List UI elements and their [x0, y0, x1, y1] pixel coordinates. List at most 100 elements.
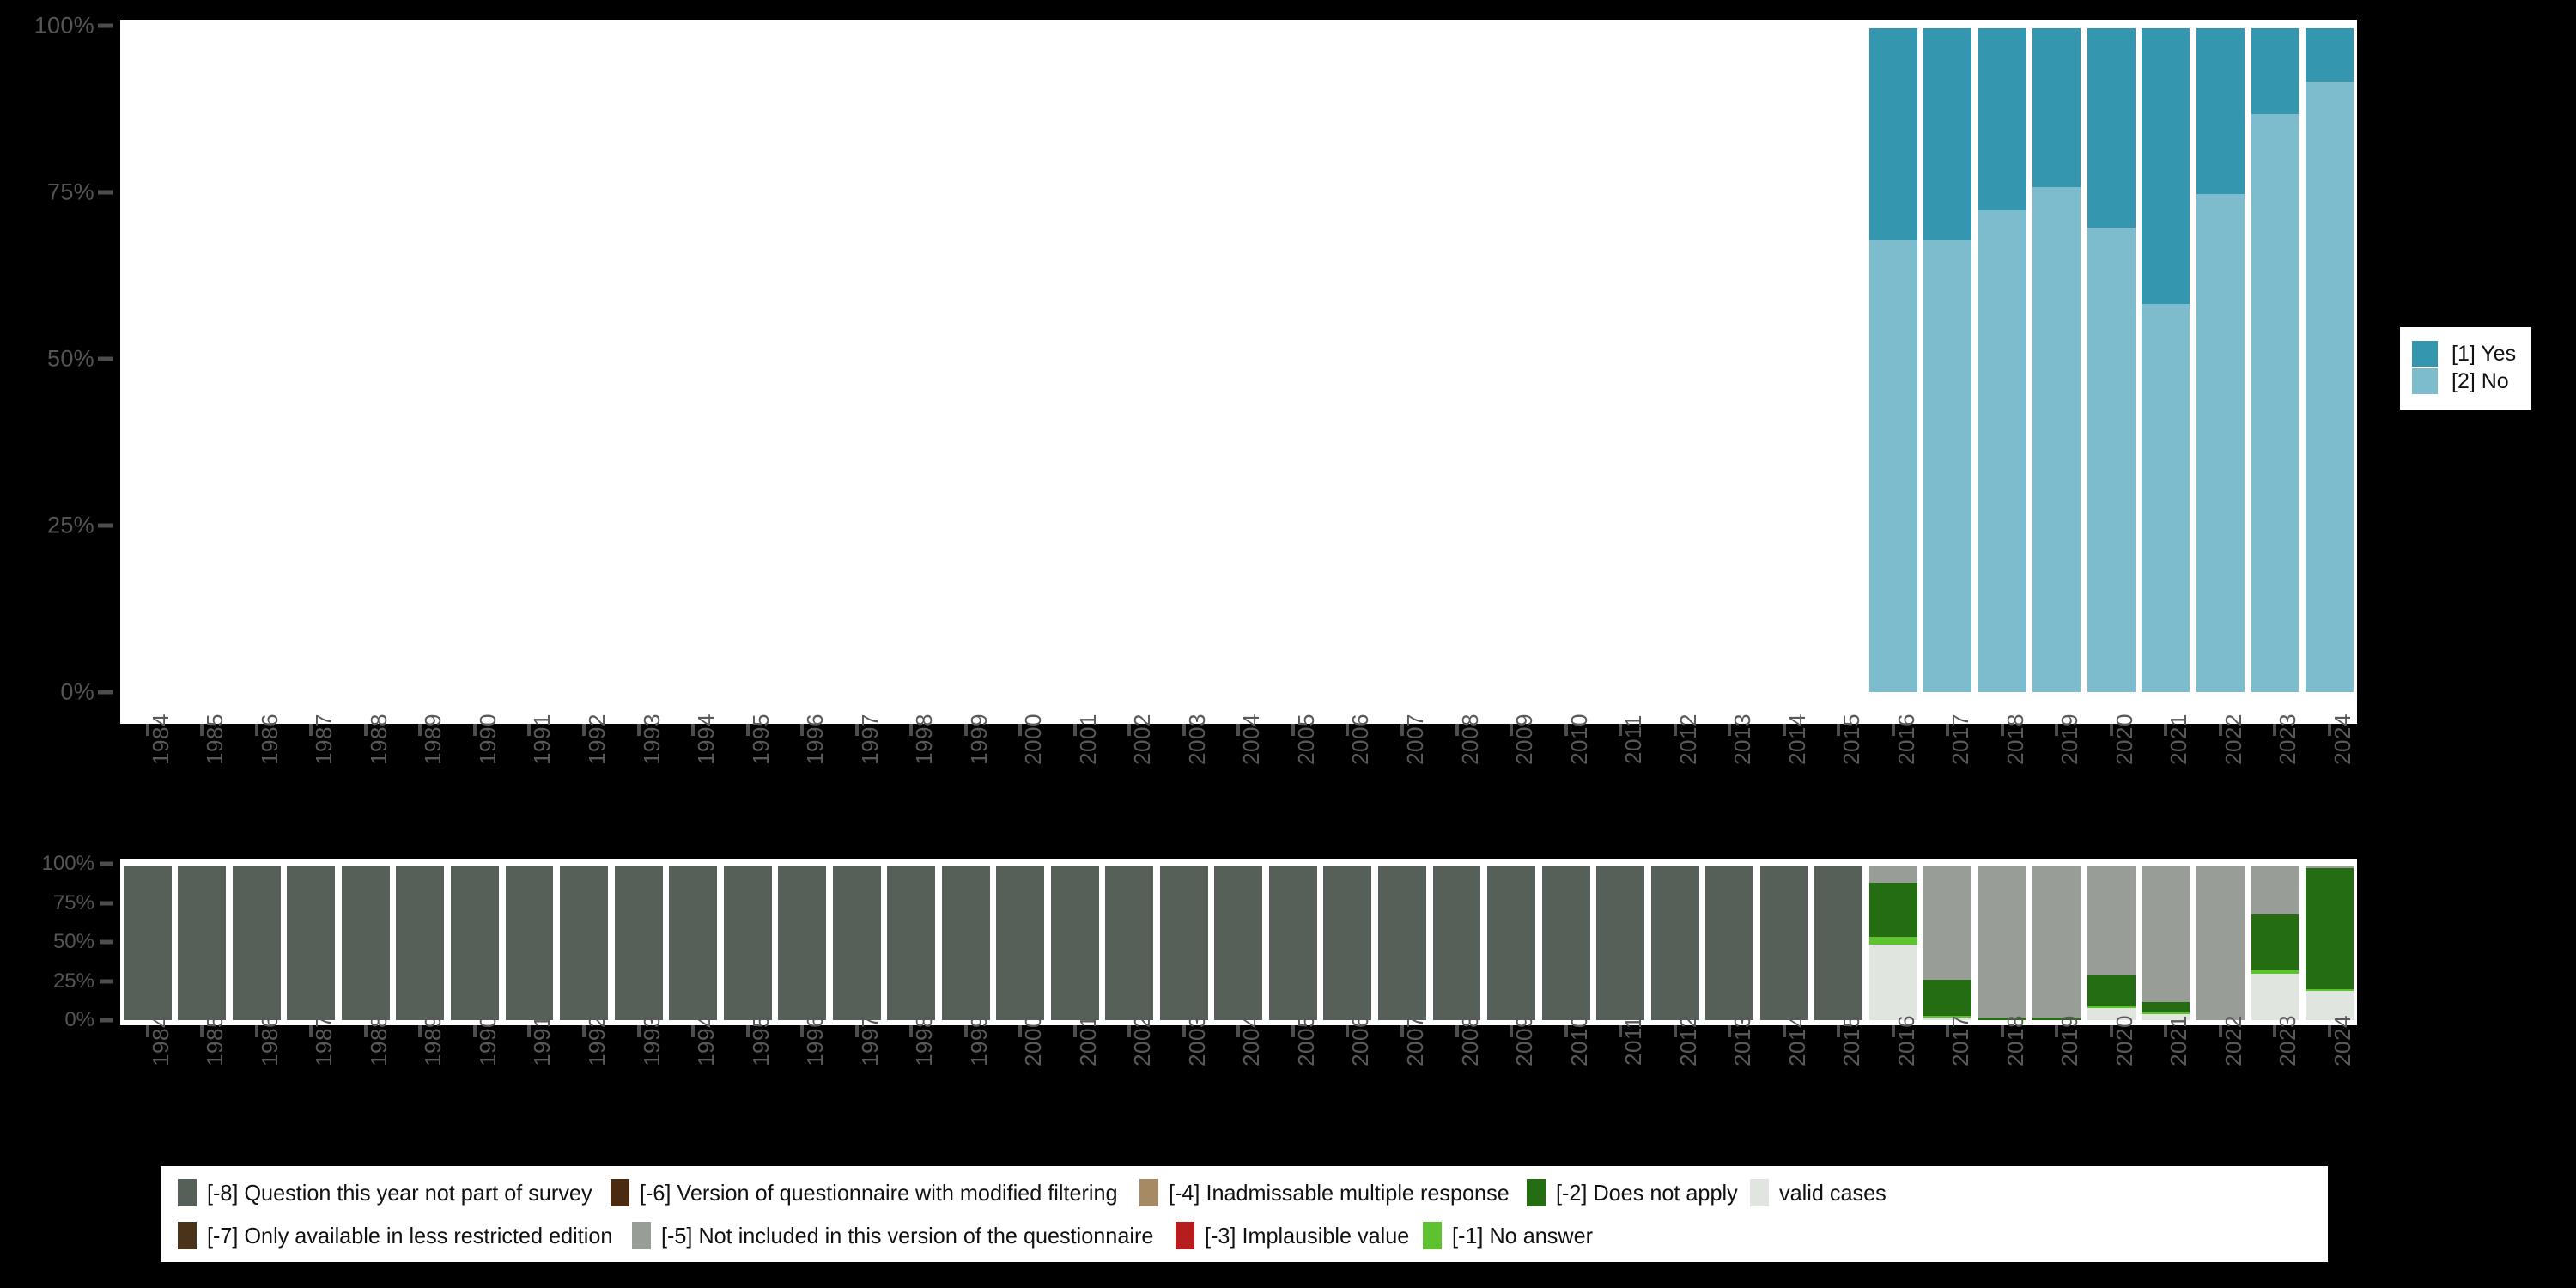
upper-chart-x-cell: 2012 [1648, 714, 1703, 853]
lower-bar-stack [1759, 865, 1808, 1021]
lower-bar-slot [1103, 859, 1157, 1025]
upper-y-tick-label: 0% [60, 678, 94, 705]
lower-bar-segment [1759, 865, 1808, 1021]
upper-chart-x-cell: 2010 [1539, 714, 1594, 853]
lower-chart-x-cell: 2006 [1321, 1015, 1376, 1154]
lower-chart-x-tick-label: 1995 [747, 1015, 774, 1066]
lower-chart-x-tick-mark [854, 1025, 859, 1037]
lower-bar-stack [723, 865, 772, 1021]
lower-bar-segment [2251, 914, 2300, 971]
lower-bar-stack [1978, 865, 2026, 1021]
upper-chart-x-cell: 1984 [120, 714, 175, 853]
lower-bar-slot [1157, 859, 1212, 1025]
upper-bar-segment [2087, 27, 2136, 228]
lower-bar-stack [1923, 865, 1972, 1021]
lower-bar-segment [560, 865, 608, 1021]
upper-bar-stack [1868, 27, 1917, 693]
lower-chart-x-tick-label: 2019 [2057, 1015, 2083, 1066]
upper-chart-x-tick-mark [582, 724, 586, 736]
lower-chart-x-tick-mark [1510, 1025, 1514, 1037]
lower-chart-x-tick-mark [1728, 1025, 1732, 1037]
upper-chart-x-tick-label: 2002 [1129, 714, 1156, 765]
lower-bar-slot [1921, 859, 1976, 1025]
upper-y-tick-label: 25% [47, 512, 94, 538]
lower-bar-stack [1650, 865, 1699, 1021]
upper-chart-x-tick-mark [1946, 724, 1950, 736]
legend-item[interactable]: [2] No [2412, 368, 2516, 394]
upper-chart-x-tick-mark [1837, 724, 1841, 736]
legend-item[interactable]: [-3] Implausible value [1176, 1222, 1416, 1249]
lower-chart-x-tick-label: 2012 [1674, 1015, 1701, 1066]
upper-bar-slot [1593, 20, 1648, 724]
upper-y-tick-mark [98, 690, 113, 695]
lower-bar-segment [2142, 1012, 2190, 1014]
upper-bar-stack [2306, 27, 2354, 693]
legend-item[interactable]: [-6] Version of questionnaire with modif… [611, 1179, 1133, 1206]
legend-item[interactable]: [-4] Inadmissable multiple response [1139, 1179, 1520, 1206]
lower-bar-stack [1868, 865, 1917, 1021]
legend-item[interactable]: [-1] No answer [1422, 1222, 1597, 1249]
upper-y-tick-label: 100% [33, 12, 94, 39]
lower-chart-x-cell: 2015 [1811, 1015, 1866, 1154]
lower-bar-stack [1541, 865, 1590, 1021]
legend-item[interactable]: [-8] Question this year not part of surv… [178, 1179, 604, 1206]
lower-bar-slot [1048, 859, 1103, 1025]
legend-swatch-icon [611, 1179, 630, 1206]
upper-bar-slot [1430, 20, 1485, 724]
upper-chart-x-tick-mark [854, 724, 859, 736]
lower-bar-slot [884, 859, 939, 1025]
upper-chart-x-tick-mark [1673, 724, 1677, 736]
upper-chart-x-cell: 2020 [2084, 714, 2139, 853]
lower-bar-segment [287, 865, 336, 1021]
lower-bar-slot [229, 859, 284, 1025]
upper-bar-segment [2196, 194, 2245, 693]
upper-chart-x-tick-mark [309, 724, 313, 736]
legend-item[interactable]: [-5] Not included in this version of the… [632, 1222, 1169, 1249]
upper-chart-x-cell: 1990 [447, 714, 502, 853]
lower-chart-x-cell: 2014 [1757, 1015, 1812, 1154]
upper-chart-x-tick-mark [1728, 724, 1732, 736]
lower-chart-x-tick-label: 2023 [2275, 1015, 2301, 1066]
upper-bar-slot [2302, 20, 2357, 724]
lower-bar-segment [1378, 865, 1426, 1021]
legend-swatch-icon [632, 1222, 652, 1249]
lower-bar-segment [832, 865, 881, 1021]
lower-chart-x-tick-mark [1619, 1025, 1623, 1037]
lower-bar-stack [996, 865, 1045, 1021]
lower-y-tick-mark [100, 901, 113, 905]
upper-chart-x-tick-mark [418, 724, 422, 736]
upper-chart-x-tick-mark [1400, 724, 1404, 736]
legend-item[interactable]: [-2] Does not apply [1527, 1179, 1743, 1206]
legend-item-label: [-1] No answer [1451, 1222, 1593, 1249]
legend-item[interactable]: [-7] Only available in less restricted e… [178, 1222, 625, 1249]
upper-chart-x-cell: 1991 [502, 714, 557, 853]
upper-chart-x-tick-mark [527, 724, 532, 736]
lower-bar-slot [1266, 859, 1321, 1025]
lower-chart-x-tick-label: 2000 [1020, 1015, 1047, 1066]
lower-chart-x-cell: 1997 [829, 1015, 884, 1154]
lower-chart-x-tick-label: 2016 [1893, 1015, 1919, 1066]
lower-chart-x-tick-label: 2022 [2220, 1015, 2246, 1066]
upper-chart-x-tick-mark [1072, 724, 1077, 736]
lower-bar-slot [1321, 859, 1376, 1025]
legend-item-label: [-6] Version of questionnaire with modif… [640, 1179, 1119, 1206]
lower-chart-x-cell: 1998 [884, 1015, 939, 1154]
lower-chart-x-cell: 1985 [175, 1015, 230, 1154]
lower-bar-slot [502, 859, 557, 1025]
lower-bar-slot [1702, 859, 1757, 1025]
upper-chart-x-tick-label: 2001 [1074, 714, 1101, 765]
upper-chart-x-tick-label: 1996 [802, 714, 829, 765]
legend-item[interactable]: valid cases [1750, 1179, 1890, 1206]
lower-chart-x-cell: 1993 [611, 1015, 666, 1154]
lower-chart-x-tick-mark [1182, 1025, 1186, 1037]
lower-chart-x-tick-mark [145, 1025, 149, 1037]
lower-y-tick-label: 50% [52, 930, 94, 953]
lower-bar-slot [2248, 859, 2303, 1025]
lower-chart-x-cell: 2017 [1921, 1015, 1976, 1154]
upper-chart-x-tick-mark [1510, 724, 1514, 736]
lower-bar-stack [232, 865, 281, 1021]
lower-bar-slot [284, 859, 339, 1025]
lower-bar-slot [175, 859, 230, 1025]
upper-chart-x-cell: 2000 [993, 714, 1048, 853]
legend-item[interactable]: [1] Yes [2412, 341, 2516, 367]
